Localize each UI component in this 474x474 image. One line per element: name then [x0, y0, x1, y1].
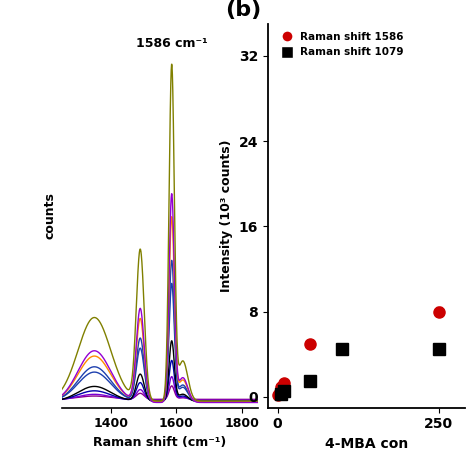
- Y-axis label: counts: counts: [43, 192, 56, 239]
- Text: 1586 cm⁻¹: 1586 cm⁻¹: [136, 37, 208, 50]
- Legend: Raman shift 1586, Raman shift 1079: Raman shift 1586, Raman shift 1079: [273, 29, 407, 60]
- X-axis label: 4-MBA con: 4-MBA con: [325, 437, 408, 451]
- X-axis label: Raman shift (cm⁻¹): Raman shift (cm⁻¹): [93, 436, 227, 449]
- Text: (b): (b): [225, 0, 261, 20]
- Y-axis label: Intensity (10³ counts): Intensity (10³ counts): [220, 139, 233, 292]
